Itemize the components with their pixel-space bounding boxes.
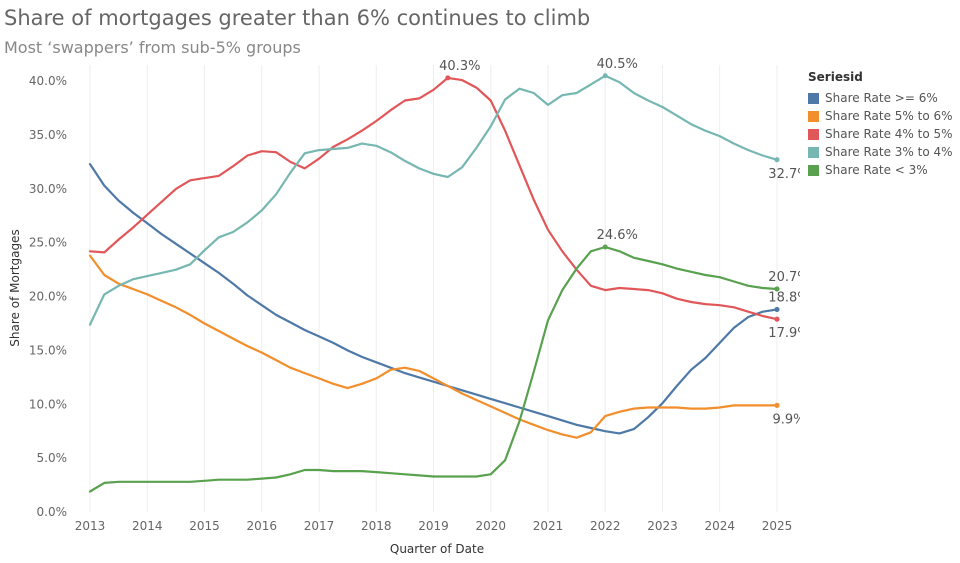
series-line-2[interactable] — [88, 76, 779, 321]
legend-label: Share Rate 4% to 5% — [825, 127, 953, 141]
y-tick-label: 10.0% — [29, 397, 67, 411]
legend-swatch — [808, 164, 819, 176]
x-tick-label: 2016 — [246, 519, 277, 533]
legend-item[interactable]: Share Rate >= 6% — [808, 89, 958, 107]
legend-item[interactable]: Share Rate 4% to 5% — [808, 125, 958, 143]
y-tick-label: 5.0% — [37, 451, 68, 465]
x-tick-label: 2019 — [418, 519, 449, 533]
y-tick-label: 15.0% — [29, 343, 67, 357]
annotation-point — [774, 402, 780, 408]
legend-items: Share Rate >= 6% Share Rate 5% to 6% Share… — [808, 89, 958, 179]
series-line-0[interactable] — [88, 163, 779, 435]
legend-swatch — [808, 128, 819, 140]
series-line-1[interactable] — [88, 254, 779, 439]
legend-swatch — [808, 92, 819, 104]
series-lines — [88, 74, 780, 493]
x-tick-label: 2015 — [189, 519, 220, 533]
y-tick-label: 35.0% — [29, 128, 67, 142]
x-axis-label: Quarter of Date — [390, 542, 484, 556]
x-tick-label: 2025 — [762, 519, 793, 533]
annotation-point — [774, 307, 780, 313]
legend-swatch — [808, 110, 819, 122]
legend-label: Share Rate >= 6% — [825, 91, 938, 105]
x-tick-label: 2013 — [75, 519, 106, 533]
x-tick-label: 2022 — [590, 519, 621, 533]
data-label: 18.8% — [768, 291, 800, 306]
annotation-point — [774, 286, 780, 292]
line-chart: 2013 2014 2015 2016 2017 2018 2019 2020 2021 2022… — [8, 57, 800, 556]
legend-label: Share Rate 3% to 4% — [825, 145, 953, 159]
x-tick-label: 2018 — [361, 519, 392, 533]
series-line-4[interactable] — [88, 245, 779, 493]
data-label: 40.3% — [439, 59, 480, 74]
legend-item[interactable]: Share Rate < 3% — [808, 161, 958, 179]
legend-label: Share Rate < 3% — [825, 163, 928, 177]
data-label: 40.5% — [597, 57, 638, 72]
legend-item[interactable]: Share Rate 5% to 6% — [808, 107, 958, 125]
series-line-3[interactable] — [88, 74, 779, 326]
data-label: 24.6% — [597, 228, 638, 243]
chart-title: Share of mortgages greater than 6% conti… — [4, 6, 591, 30]
x-tick-label: 2023 — [647, 519, 678, 533]
x-tick-label: 2024 — [704, 519, 735, 533]
chart-legend: Seriesid Share Rate >= 6% Share Rate 5% t… — [808, 70, 958, 179]
data-label: 9.9% — [772, 412, 800, 427]
legend-title: Seriesid — [808, 70, 863, 84]
data-label: 32.7% — [768, 167, 800, 182]
x-tick-label: 2017 — [304, 519, 335, 533]
axes: 2013 2014 2015 2016 2017 2018 2019 2020 2021 2022… — [29, 74, 792, 533]
x-tick-label: 2020 — [475, 519, 506, 533]
legend-swatch — [808, 146, 819, 158]
data-label: 20.7% — [768, 270, 800, 285]
y-tick-label: 0.0% — [37, 505, 68, 519]
x-tick-label: 2014 — [132, 519, 163, 533]
legend-label: Share Rate 5% to 6% — [825, 109, 953, 123]
y-tick-label: 40.0% — [29, 74, 67, 88]
x-tick-label: 2021 — [533, 519, 564, 533]
y-tick-label: 30.0% — [29, 182, 67, 196]
y-tick-label: 25.0% — [29, 236, 67, 250]
gridlines — [89, 65, 778, 512]
y-tick-label: 20.0% — [29, 290, 67, 304]
annotation-point — [602, 244, 608, 250]
chart-subtitle: Most ‘swappers’ from sub-5% groups — [4, 38, 301, 57]
y-axis-label: Share of Mortgages — [8, 229, 22, 346]
annotation-point — [602, 73, 608, 79]
data-labels: 40.3% 40.5% 24.6% 32.7% 20.7% 18.8% 17.9% 9.9% — [439, 57, 800, 428]
annotation-point — [774, 316, 780, 322]
data-label: 17.9% — [768, 326, 800, 341]
legend-item[interactable]: Share Rate 3% to 4% — [808, 143, 958, 161]
annotation-point — [445, 75, 451, 81]
annotation-point — [774, 157, 780, 163]
